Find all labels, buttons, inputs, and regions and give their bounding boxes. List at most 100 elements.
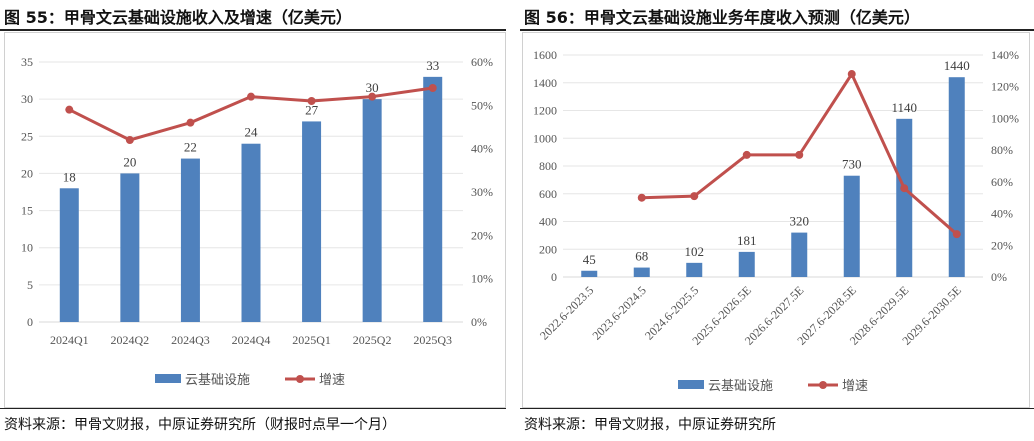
growth-point	[795, 150, 804, 159]
y2-tick-label: 40%	[991, 207, 1013, 221]
bar-value-label: 18	[63, 169, 76, 184]
growth-point	[637, 193, 646, 202]
y-tick-label: 5	[27, 278, 33, 292]
bar	[686, 262, 703, 277]
bar-value-label: 102	[685, 244, 705, 259]
chart-56: 0 200 400 600 800 1000 1200 1400 1600 0% 20% 40% 60%…	[533, 48, 1019, 394]
bar-value-label: 45	[583, 252, 596, 267]
y2-tick-label: 40%	[471, 142, 493, 156]
growth-point	[65, 105, 74, 114]
y2-tick-label: 80%	[991, 143, 1013, 157]
y-tick-label: 35	[21, 55, 33, 69]
y2-tick-label: 140%	[991, 48, 1019, 62]
growth-point	[307, 97, 316, 105]
bar	[948, 77, 965, 277]
y-tick-label: 1400	[533, 76, 557, 90]
bar-value-label: 24	[245, 125, 259, 140]
bar-value-label: 20	[123, 154, 136, 169]
growth-point	[125, 136, 134, 144]
x-tick-label: 2024Q3	[171, 333, 210, 347]
growth-point	[952, 230, 961, 239]
y-tick-label: 1600	[533, 48, 557, 62]
bar-value-label: 181	[737, 233, 757, 248]
x-tick-label: 2024Q1	[50, 333, 89, 347]
chart-title-56: 图 56：甲骨文云基础设施业务年度收入预测（亿美元）	[524, 8, 920, 27]
y2-tick-label: 20%	[471, 228, 493, 242]
y2-tick-label: 60%	[471, 55, 493, 69]
y-tick-label: 1000	[533, 131, 557, 145]
footer-rule	[520, 408, 1034, 409]
y-tick-label: 1200	[533, 104, 557, 118]
x-tick-label: 2023.6-2024.5	[589, 283, 648, 342]
y-tick-label: 0	[27, 315, 33, 329]
bar	[362, 99, 382, 323]
legend-line-marker	[296, 375, 304, 383]
bar	[120, 173, 140, 322]
y2-tick-label: 0%	[991, 270, 1007, 284]
growth-point	[690, 192, 699, 201]
y2-tick-label: 120%	[991, 80, 1019, 94]
source-note-55: 资料来源：甲骨文财报，中原证券研究所（财报时点早一个月）	[4, 417, 396, 433]
bar	[896, 118, 913, 277]
bar	[241, 143, 261, 322]
y2-tick-label: 10%	[471, 272, 493, 286]
y-tick-label: 25	[21, 129, 33, 143]
legend-bar-swatch	[678, 380, 704, 389]
y-tick-label: 10	[21, 241, 33, 255]
bar	[180, 158, 200, 322]
y-tick-label: 15	[21, 204, 33, 218]
y-tick-label: 800	[539, 159, 557, 173]
y2-tick-label: 100%	[991, 111, 1019, 125]
y-tick-label: 20	[21, 166, 33, 180]
legend-line-label: 增速	[842, 379, 868, 394]
y2-tick-label: 30%	[471, 185, 493, 199]
bar	[791, 232, 808, 277]
bar-value-label: 33	[426, 58, 439, 73]
bar-value-label: 1440	[944, 58, 970, 73]
legend-bar-swatch	[155, 374, 181, 383]
bar	[302, 121, 322, 322]
bar-value-label: 730	[842, 157, 862, 172]
bar	[423, 76, 443, 322]
growth-point	[742, 150, 751, 159]
chart-panel-55: 0 5 10 15 20 25 30 35 0% 10% 20% 30% 40% 50% 60% 18 2024…	[4, 32, 506, 408]
y-tick-label: 30	[21, 92, 33, 106]
x-tick-label: 2025Q2	[353, 333, 392, 347]
bar-value-label: 27	[305, 102, 319, 117]
bar-value-label: 1140	[891, 100, 917, 115]
footer-rule	[0, 408, 506, 409]
bar-value-label: 30	[366, 80, 379, 95]
bar	[581, 270, 598, 277]
chart-55: 051015202530350%10%20%30%40%50%60%182024…	[21, 55, 493, 388]
y-tick-label: 0	[551, 270, 557, 284]
y-tick-label: 400	[539, 215, 557, 229]
legend-line-label: 增速	[319, 373, 345, 388]
y2-tick-label: 20%	[991, 238, 1013, 252]
y2-tick-label: 50%	[471, 98, 493, 112]
bar	[843, 175, 860, 277]
growth-point	[368, 92, 377, 101]
x-tick-label: 2022.6-2023.5	[537, 283, 596, 342]
bar	[633, 267, 650, 277]
bar	[738, 251, 755, 277]
chart-title-55: 图 55：甲骨文云基础设施收入及增速（亿美元）	[4, 8, 352, 27]
title-rule	[520, 29, 1034, 31]
x-tick-label: 2024Q2	[111, 333, 150, 347]
growth-point	[186, 118, 195, 127]
bar-value-label: 22	[184, 140, 197, 155]
growth-point	[847, 70, 856, 79]
y-tick-label: 600	[539, 187, 557, 201]
y2-tick-label: 0%	[471, 315, 487, 329]
legend-bar-label: 云基础设施	[708, 379, 773, 394]
legend-line-marker	[819, 381, 827, 389]
bar-value-label: 320	[790, 214, 810, 229]
bar-value-label: 68	[635, 249, 648, 264]
x-tick-label: 2025Q1	[292, 333, 331, 347]
source-note-56: 资料来源：甲骨文财报，中原证券研究所	[524, 417, 776, 433]
bar	[59, 188, 79, 322]
growth-point	[428, 84, 437, 92]
legend-bar-label: 云基础设施	[185, 373, 250, 388]
x-tick-label: 2024Q4	[232, 333, 271, 347]
growth-point	[900, 184, 909, 193]
y-tick-label: 200	[539, 242, 557, 256]
